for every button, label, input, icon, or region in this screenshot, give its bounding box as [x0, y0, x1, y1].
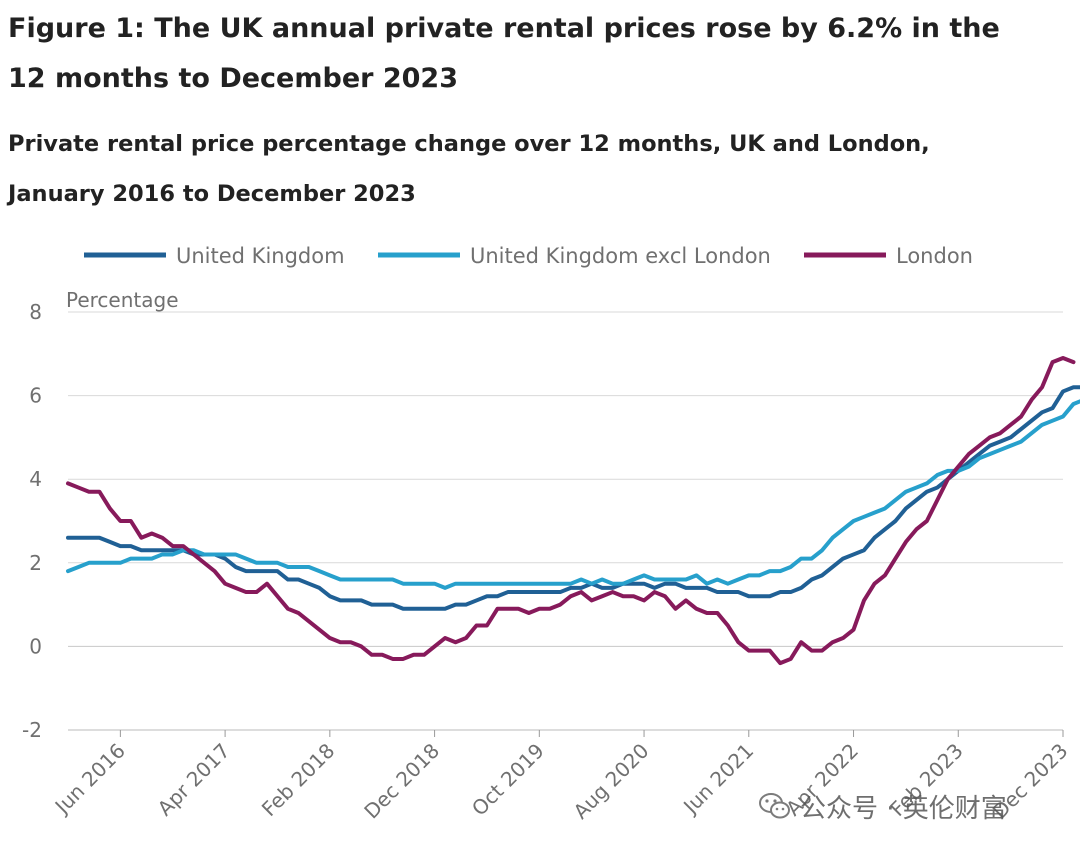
x-tick-label: Oct 2019	[467, 739, 549, 821]
y-tick-label: 0	[29, 634, 42, 658]
x-tick-label: Jun 2021	[677, 739, 758, 820]
x-tick-label: Feb 2018	[257, 739, 339, 821]
watermark: 公众号 · 英伦财富	[758, 784, 1007, 828]
series-line-london	[66, 355, 1076, 666]
chart-legend: United Kingdom United Kingdom excl London…	[84, 244, 973, 268]
wechat-icon	[759, 793, 790, 819]
series-line-uk-excl-london	[66, 399, 1080, 590]
series-line-uk	[66, 385, 1080, 611]
y-tick-label: 8	[29, 300, 42, 324]
figure-title: Figure 1: The UK annual private rental p…	[8, 4, 1008, 104]
x-tick-label: Aug 2020	[569, 739, 654, 824]
chart-subtitle-line2: January 2016 to December 2023	[8, 181, 416, 207]
x-tick-label: Apr 2017	[153, 739, 235, 821]
legend-label-london: London	[896, 244, 973, 268]
y-tick-label: -2	[22, 718, 42, 742]
chart-subtitle: Private rental price percentage change o…	[8, 119, 1008, 219]
y-axis-ticks: -2 0 2 4 6 8	[22, 300, 42, 742]
gridlines	[68, 311, 1063, 731]
watermark-text: 公众号 · 英伦财富	[800, 793, 1007, 824]
y-axis-title: Percentage	[66, 288, 179, 312]
y-tick-label: 2	[29, 551, 42, 575]
legend-label-uk-excl-london: United Kingdom excl London	[470, 244, 771, 268]
y-tick-label: 4	[29, 467, 42, 491]
x-tick-label: Jun 2016	[49, 739, 130, 820]
y-tick-label: 6	[29, 384, 42, 408]
chart-subtitle-line1: Private rental price percentage change o…	[8, 131, 930, 157]
figure-title-line2: 12 months to December 2023	[8, 63, 459, 94]
figure-title-line1: Figure 1: The UK annual private rental p…	[8, 13, 1000, 44]
legend-label-uk: United Kingdom	[176, 244, 345, 268]
x-tick-label: Dec 2018	[359, 739, 444, 824]
series-lines	[66, 355, 1080, 666]
